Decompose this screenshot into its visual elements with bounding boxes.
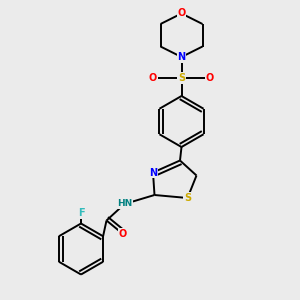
Text: HN: HN (117, 200, 132, 208)
Text: N: N (149, 167, 157, 178)
Text: S: S (178, 73, 185, 83)
Text: O: O (177, 8, 186, 19)
Text: O: O (149, 73, 157, 83)
Text: F: F (78, 208, 84, 218)
Text: O: O (206, 73, 214, 83)
Text: O: O (119, 229, 127, 239)
Text: N: N (177, 52, 186, 62)
Text: S: S (184, 193, 191, 203)
